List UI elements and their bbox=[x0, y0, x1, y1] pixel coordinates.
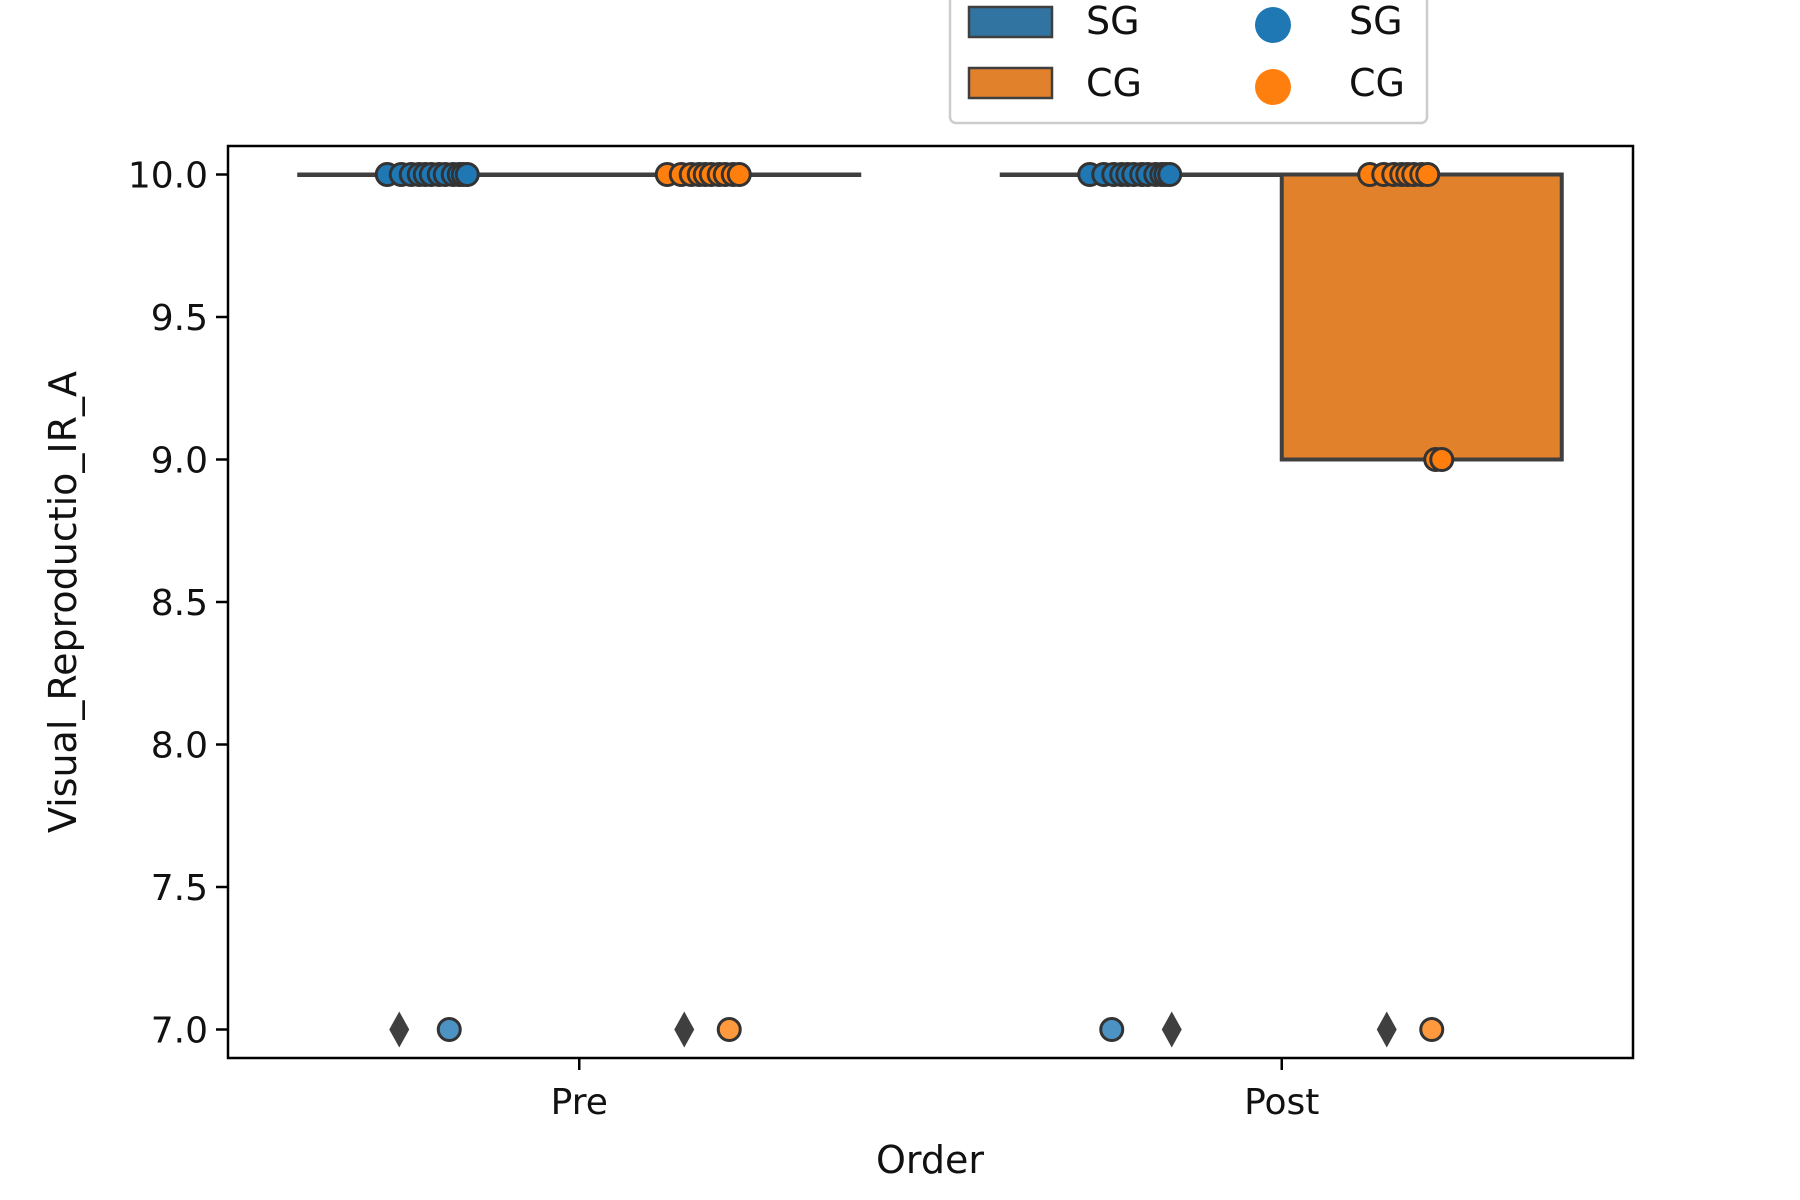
data-point-cg bbox=[716, 1017, 742, 1042]
x-tick-label: Pre bbox=[551, 1082, 608, 1123]
legend-point-label-cg: CG bbox=[1349, 61, 1405, 105]
legend-point-label-sg: SG bbox=[1349, 0, 1403, 43]
legend-point-marker-cg bbox=[1255, 69, 1291, 105]
x-axis: Pre Post bbox=[551, 1058, 1319, 1123]
data-point-cg bbox=[1429, 447, 1455, 472]
data-point-cg bbox=[726, 162, 752, 187]
data-point-cg bbox=[1415, 162, 1441, 187]
plot-area bbox=[297, 162, 1564, 1048]
data-point-cg bbox=[1419, 1017, 1445, 1042]
legend-point-marker-sg bbox=[1255, 7, 1291, 43]
outlier-diamond bbox=[1376, 1011, 1397, 1048]
data-point-sg bbox=[436, 1017, 462, 1042]
data-point-sg bbox=[1157, 162, 1183, 187]
data-point-sg bbox=[454, 162, 480, 187]
y-tick-label: 8.0 bbox=[151, 726, 208, 767]
outlier-diamond bbox=[1161, 1011, 1182, 1048]
x-tick-label: Post bbox=[1244, 1082, 1319, 1123]
y-tick-label: 7.5 bbox=[151, 868, 208, 909]
x-axis-label: Order bbox=[876, 1138, 984, 1182]
box-cg-post bbox=[1279, 172, 1564, 462]
legend-box-label-cg: CG bbox=[1086, 61, 1142, 105]
legend-frame bbox=[948, 0, 1429, 125]
outlier-diamond bbox=[389, 1011, 410, 1048]
y-tick-label: 8.5 bbox=[151, 583, 208, 624]
y-tick-label: 10.0 bbox=[128, 156, 208, 197]
y-tick-label: 7.0 bbox=[151, 1011, 208, 1052]
y-axis: 7.0 7.5 8.0 8.5 9.0 9.5 10.0 bbox=[128, 156, 228, 1052]
legend: SG CG SG CG bbox=[948, 0, 1429, 125]
legend-box-label-sg: SG bbox=[1086, 0, 1140, 43]
y-axis-label: Visual_Reproductio_IR_A bbox=[41, 371, 85, 833]
data-point-sg bbox=[1099, 1017, 1125, 1042]
legend-box-swatch-sg bbox=[967, 5, 1054, 39]
y-tick-label: 9.0 bbox=[151, 441, 208, 482]
legend-box-swatch-cg bbox=[967, 66, 1054, 100]
outlier-diamond bbox=[674, 1011, 695, 1048]
y-tick-label: 9.5 bbox=[151, 298, 208, 339]
